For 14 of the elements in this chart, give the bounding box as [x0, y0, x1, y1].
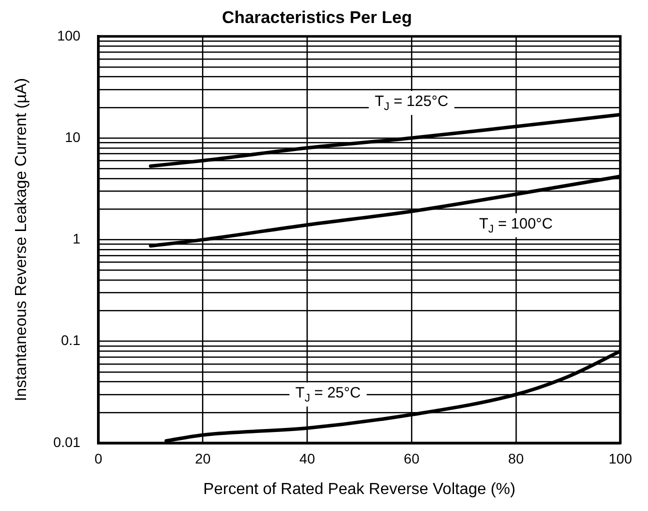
x-tick-label: 20	[195, 450, 211, 466]
x-axis-title: Percent of Rated Peak Reverse Voltage (%)	[203, 480, 516, 498]
x-tick-label: 100	[608, 450, 632, 466]
y-tick-label: 0.1	[60, 332, 81, 348]
y-axis-title: Instantaneous Reverse Leakage Current (µA)	[13, 78, 30, 402]
x-tick-label: 80	[508, 450, 524, 466]
y-tick-label: 0.01	[53, 434, 81, 450]
x-tick-label: 40	[299, 450, 316, 466]
x-tick-label: 0	[94, 450, 103, 466]
y-tick-label: 100	[57, 27, 81, 44]
x-tick-label: 60	[404, 450, 420, 466]
y-tick-label: 10	[64, 128, 81, 145]
y-tick-label: 1	[72, 230, 81, 247]
chart-title: Characteristics Per Leg	[222, 8, 412, 27]
